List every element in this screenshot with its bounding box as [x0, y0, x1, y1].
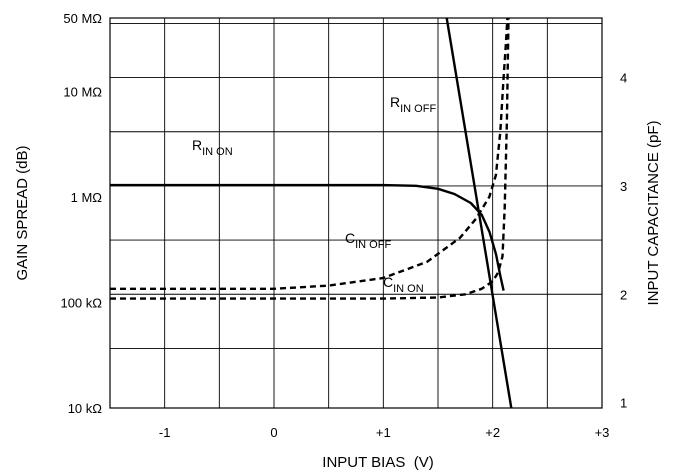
y-left-tick-label: 50 MΩ	[63, 11, 102, 26]
series-line-r-in-on	[110, 183, 505, 291]
x-tick-label: -1	[159, 425, 171, 440]
plot-frame	[109, 17, 603, 409]
series-label-c-in-off: CIN OFF	[345, 230, 391, 251]
y-right-tick-label: 4	[620, 71, 627, 86]
y-left-axis-title: GAIN SPREAD (dB)	[14, 145, 31, 280]
x-tick-label: 0	[270, 425, 277, 440]
series-label-r-in-on: RIN ON	[192, 137, 233, 158]
y-right-tick-label: 2	[620, 287, 627, 302]
series-labels: RIN ON RIN OFF CIN OFF CIN ON	[192, 94, 436, 295]
series-line-c-in-off	[110, 17, 509, 290]
x-axis-title: INPUT BIAS (V)	[322, 454, 433, 471]
series-label-r-in-off: RIN OFF	[390, 94, 436, 115]
y-right-tick-label: 3	[620, 179, 627, 194]
y-left-tick-label: 10 MΩ	[63, 85, 102, 100]
y-right-tick-label: 1	[620, 396, 627, 411]
x-tick-label: +3	[595, 425, 610, 440]
x-tick-label: +1	[376, 425, 391, 440]
series-label-c-in-on: CIN ON	[383, 274, 424, 295]
y-left-tick-label: 10 kΩ	[68, 401, 103, 416]
series-line-c-in-on	[110, 17, 510, 300]
y-left-tick-label: 100 kΩ	[60, 296, 102, 311]
tick-labels: -1 0 +1 +2 +3 10 kΩ 100 kΩ 1 MΩ 10 MΩ 50 MΩ 1 2 3 4	[60, 11, 627, 440]
series-layer	[110, 17, 513, 409]
x-tick-label: +2	[485, 425, 500, 440]
grid-lines	[110, 18, 602, 408]
y-right-axis-title: INPUT CAPACITANCE (pF)	[645, 120, 662, 305]
y-left-tick-label: 1 MΩ	[71, 190, 103, 205]
